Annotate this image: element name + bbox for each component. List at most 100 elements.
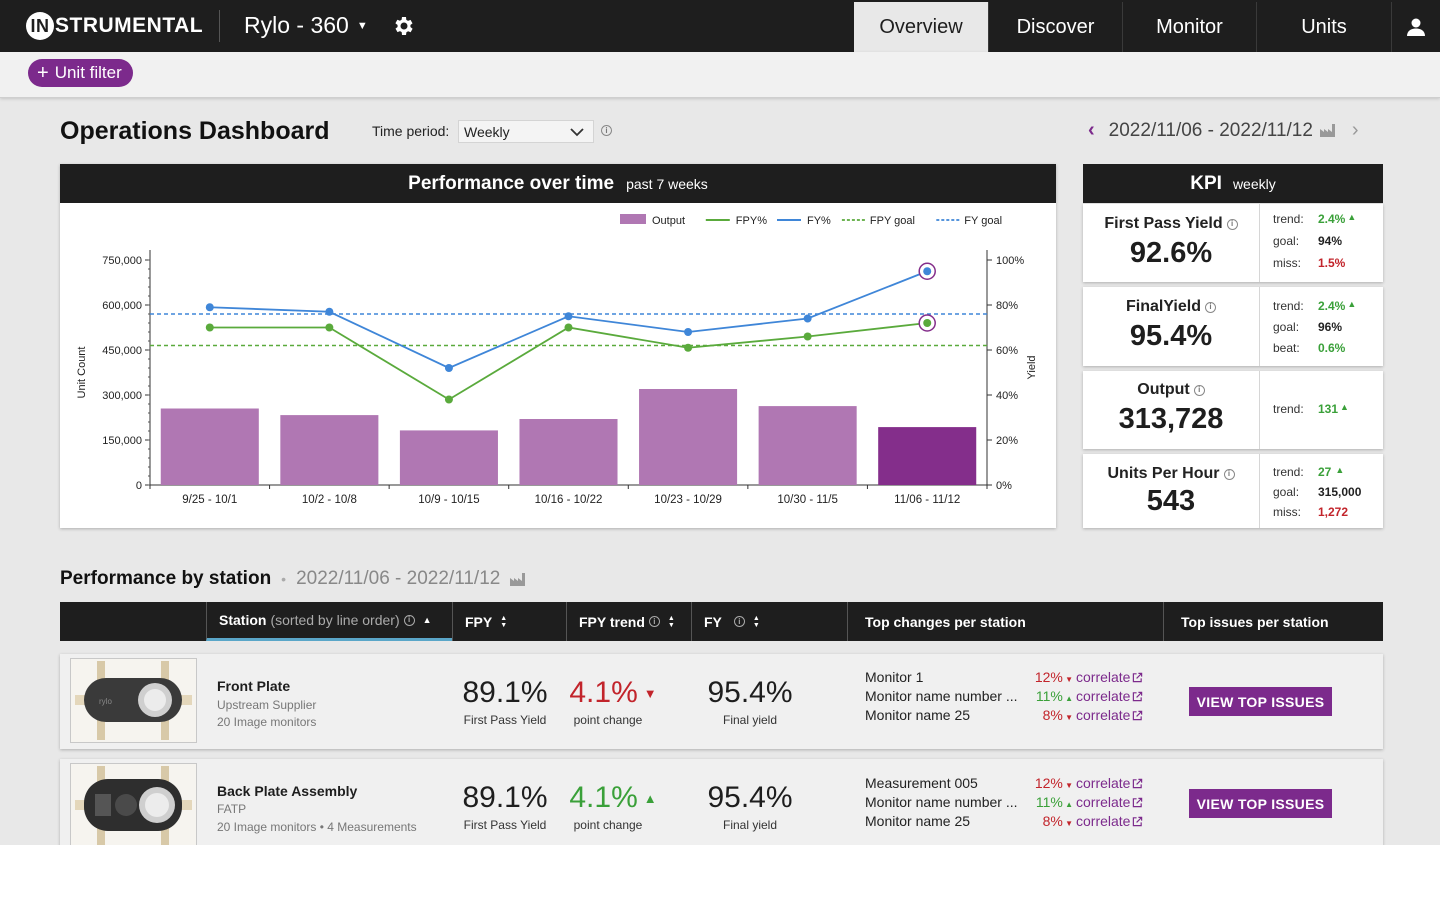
factory-icon[interactable] [1319,124,1336,137]
user-icon[interactable] [1391,2,1440,52]
correlate-link[interactable]: correlate [1076,794,1143,810]
arrow-up-icon: ▲ [1347,212,1357,222]
header-fpy-trend[interactable]: FPY trend i ▲ ▼ [566,602,691,641]
correlate-link[interactable]: correlate [1076,707,1143,723]
kpi-card-units-per-hour[interactable]: Units Per Hour i 543 trend: 27 ▲ goal: 315,0… [1083,454,1383,528]
legend-label: FY% [807,215,831,227]
chevron-left-icon[interactable]: ‹ [1088,119,1095,141]
info-icon[interactable]: i [733,616,745,627]
station-monitor-count: 20 Image monitors [217,715,317,729]
trend-value: 4.1% [569,781,638,814]
kpi-details: trend: 27 ▲ goal: 315,000 miss: 1,272 [1273,454,1383,528]
info-icon[interactable]: i [1223,468,1235,480]
kpi-panel: KPI weekly First Pass Yield i 92.6% trend… [1083,164,1383,528]
plus-icon: + [37,62,49,84]
monitor-name[interactable]: Monitor name number ... [865,794,1018,810]
kpi-details: trend: 2.4% ▲ goal: 94% miss: 1.5% [1273,204,1383,282]
view-top-issues-button[interactable]: VIEW TOP ISSUES [1189,687,1332,716]
info-icon[interactable]: i [601,125,612,136]
series-point [564,312,573,321]
kpi-value: 313,728 [1118,403,1224,435]
change-percent: 11% ▲ [1025,794,1073,810]
correlate-link[interactable]: correlate [1076,813,1143,829]
view-top-issues-button[interactable]: VIEW TOP ISSUES [1189,789,1332,818]
top-changes-list: Monitor 1 12% ▼ correlate Monitor name n… [865,669,1155,726]
monitor-name[interactable]: Monitor name number ... [865,688,1018,704]
station-thumbnail[interactable]: rylo [70,658,197,743]
tab-monitor[interactable]: Monitor [1122,2,1256,52]
kpi-row-value: 27 [1318,465,1332,479]
kpi-card-fpy[interactable]: First Pass Yield i 92.6% trend: 2.4% ▲ goal… [1083,204,1383,282]
sort-icon[interactable]: ▲ ▼ [667,614,675,629]
chevron-right-icon[interactable]: › [1351,119,1359,141]
project-selector[interactable]: Rylo - 360 ▼ [244,12,368,39]
info-icon[interactable]: i [1226,218,1238,230]
correlate-link[interactable]: correlate [1076,688,1143,704]
correlate-link[interactable]: correlate [1076,669,1143,685]
kpi-name-text: First Pass Yield [1104,215,1223,232]
kpi-subtitle: weekly [1232,175,1276,192]
info-icon[interactable]: i [403,614,415,626]
chevron-down-icon [570,128,584,137]
gear-icon[interactable] [392,14,416,38]
top-changes-list: Measurement 005 12% ▼ correlate Monitor … [865,775,1155,832]
correlate-label: correlate [1076,813,1131,829]
kpi-row-label: trend: [1273,402,1304,416]
y-tick-label-right: 100% [996,255,1024,267]
y-tick-label-left: 150,000 [102,435,142,447]
header-fpy[interactable]: FPY ▲ ▼ [452,602,566,641]
change-item: Monitor 1 12% ▼ correlate [865,669,1155,688]
x-tick-label: 10/30 - 11/5 [777,494,838,506]
monitor-name[interactable]: Monitor 1 [865,669,924,685]
arrow-down-icon: ▼ [1062,781,1073,790]
kpi-card-final-yield[interactable]: FinalYield i 95.4% trend: 2.4% ▲ goal: 96% b… [1083,287,1383,366]
kpi-row: miss: 1,272 [1273,505,1348,519]
kpi-row-value: 131 [1318,402,1339,416]
monitor-name[interactable]: Monitor name 25 [865,813,971,829]
arrow-up-icon: ▲ [643,790,657,806]
kpi-row-label: goal: [1273,234,1300,248]
header-station[interactable]: Station (sorted by line order) i ▲ [206,602,452,641]
info-icon[interactable]: i [1204,301,1216,313]
kpi-name-text: Output [1137,381,1190,398]
tab-overview[interactable]: Overview [854,2,988,52]
kpi-row-label: trend: [1273,212,1304,226]
monitor-name[interactable]: Monitor name 25 [865,707,971,723]
station-name[interactable]: Back Plate Assembly [217,783,358,799]
tab-units[interactable]: Units [1256,2,1391,52]
trend-value-wrap: 4.1% ▲ [563,781,663,815]
instrumental-logo[interactable]: IN STRUMENTAL [26,12,203,40]
unit-filter-button[interactable]: + Unit filter [28,59,133,87]
monitor-name[interactable]: Measurement 005 [865,775,978,791]
info-icon[interactable]: i [648,616,660,627]
station-fpy: 89.1% First Pass Yield [455,676,555,727]
station-row[interactable]: rylo Front Plate Upstream Supplier 20 Im… [60,654,1383,749]
trend-value: 4.1% [569,676,638,709]
bar-output [280,415,379,485]
fpy-caption: First Pass Yield [463,818,547,832]
fpy-value: 89.1% [462,676,548,709]
station-name[interactable]: Front Plate [217,678,291,694]
filter-bar: + Unit filter [0,52,1440,98]
info-icon[interactable]: i [1193,384,1205,396]
legend-label: FPY% [736,215,767,227]
tab-discover[interactable]: Discover [988,2,1122,52]
legend-label: Output [652,215,685,227]
time-period-select[interactable]: Weekly [458,120,594,143]
correlate-link[interactable]: correlate [1076,775,1143,791]
kpi-card-output[interactable]: Output i 313,728 trend: 131 ▲ [1083,371,1383,449]
external-link-icon [1133,691,1143,701]
factory-icon[interactable] [510,572,526,586]
header-top-changes: Top changes per station [847,602,1163,641]
header-fpy-label: FPY [465,613,493,630]
kpi-row: trend: 131 ▲ [1273,402,1349,416]
sort-icon[interactable]: ▲ ▼ [500,614,508,629]
station-row[interactable]: Back Plate Assembly FATP 20 Image monito… [60,759,1383,845]
header-top-issues: Top issues per station [1163,602,1383,641]
y-tick-label-left: 600,000 [102,300,142,312]
header-fy[interactable]: FY i ▲ ▼ [691,602,847,641]
station-thumbnail[interactable] [70,763,197,845]
sort-icon[interactable]: ▲ ▼ [752,614,760,629]
sort-ascending-icon[interactable]: ▲ [422,615,432,625]
kpi-row-label: miss: [1273,256,1301,270]
